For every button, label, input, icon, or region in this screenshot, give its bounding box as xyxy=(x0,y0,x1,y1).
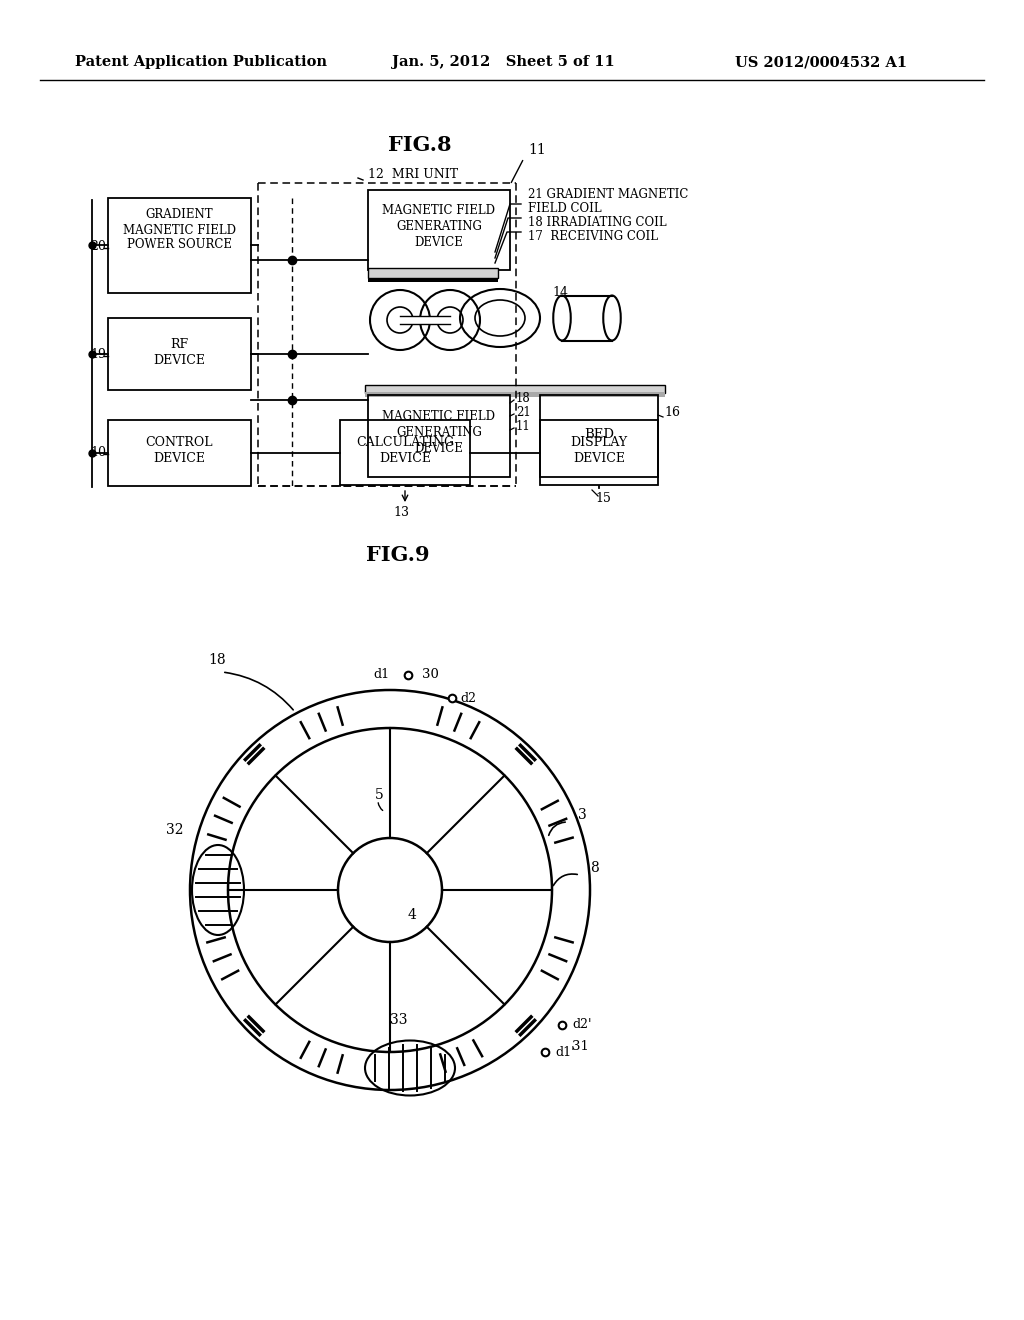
Text: FIG.8: FIG.8 xyxy=(388,135,452,154)
Text: 32: 32 xyxy=(166,822,183,837)
Text: MAGNETIC FIELD: MAGNETIC FIELD xyxy=(383,203,496,216)
Text: 33: 33 xyxy=(390,1012,408,1027)
Text: 12  MRI UNIT: 12 MRI UNIT xyxy=(368,169,458,181)
Text: CALCULATING: CALCULATING xyxy=(356,436,454,449)
Bar xyxy=(400,315,450,323)
Text: GENERATING: GENERATING xyxy=(396,426,482,440)
Text: MAGNETIC FIELD: MAGNETIC FIELD xyxy=(123,223,236,236)
Text: 18 IRRADIATING COIL: 18 IRRADIATING COIL xyxy=(528,215,667,228)
Text: CONTROL: CONTROL xyxy=(145,436,213,449)
Text: DISPLAY: DISPLAY xyxy=(570,436,628,449)
Text: 8: 8 xyxy=(590,861,599,875)
Bar xyxy=(108,420,251,486)
Text: 10: 10 xyxy=(90,446,106,459)
Bar xyxy=(368,190,510,271)
Text: POWER SOURCE: POWER SOURCE xyxy=(127,239,232,252)
Text: 4: 4 xyxy=(408,908,417,921)
Text: DEVICE: DEVICE xyxy=(154,451,206,465)
Text: 11: 11 xyxy=(516,420,530,433)
Bar xyxy=(540,420,658,484)
Text: 30: 30 xyxy=(422,668,439,681)
Text: Jan. 5, 2012   Sheet 5 of 11: Jan. 5, 2012 Sheet 5 of 11 xyxy=(392,55,614,69)
Text: DEVICE: DEVICE xyxy=(379,451,431,465)
Text: 18: 18 xyxy=(208,653,225,667)
Text: 18: 18 xyxy=(516,392,530,404)
Bar xyxy=(368,268,498,279)
Text: 16: 16 xyxy=(664,407,680,420)
Text: d1': d1' xyxy=(555,1045,574,1059)
Text: DEVICE: DEVICE xyxy=(415,442,464,455)
Text: d2: d2 xyxy=(460,692,476,705)
Text: 19: 19 xyxy=(90,348,105,362)
Bar xyxy=(368,395,510,477)
Bar xyxy=(340,420,470,484)
Text: 21: 21 xyxy=(516,405,530,418)
Text: DEVICE: DEVICE xyxy=(573,451,625,465)
Text: DEVICE: DEVICE xyxy=(415,235,464,248)
Text: US 2012/0004532 A1: US 2012/0004532 A1 xyxy=(735,55,907,69)
Text: FIELD COIL: FIELD COIL xyxy=(528,202,602,214)
Text: BED: BED xyxy=(584,429,614,441)
Text: Patent Application Publication: Patent Application Publication xyxy=(75,55,327,69)
Text: 5: 5 xyxy=(375,788,384,803)
Bar xyxy=(365,392,665,397)
Text: GENERATING: GENERATING xyxy=(396,219,482,232)
Bar xyxy=(368,279,498,282)
Text: 21 GRADIENT MAGNETIC: 21 GRADIENT MAGNETIC xyxy=(528,189,688,202)
Text: GRADIENT: GRADIENT xyxy=(145,209,213,222)
Text: 15: 15 xyxy=(595,491,611,504)
Bar xyxy=(108,318,251,389)
Text: 11: 11 xyxy=(528,143,546,157)
Text: DEVICE: DEVICE xyxy=(154,355,206,367)
Text: 13: 13 xyxy=(393,506,409,519)
Text: d2': d2' xyxy=(572,1019,592,1031)
Text: MAGNETIC FIELD: MAGNETIC FIELD xyxy=(383,411,496,424)
Bar xyxy=(108,198,251,293)
Text: 17  RECEIVING COIL: 17 RECEIVING COIL xyxy=(528,230,658,243)
Bar xyxy=(365,385,665,393)
Text: FIG.9: FIG.9 xyxy=(367,545,430,565)
Text: 20: 20 xyxy=(90,239,105,252)
Text: 3: 3 xyxy=(578,808,587,822)
Text: 31: 31 xyxy=(572,1040,589,1053)
Text: RF: RF xyxy=(170,338,188,351)
Text: d1: d1 xyxy=(374,668,390,681)
Bar xyxy=(540,395,658,477)
Text: 14: 14 xyxy=(552,285,568,298)
